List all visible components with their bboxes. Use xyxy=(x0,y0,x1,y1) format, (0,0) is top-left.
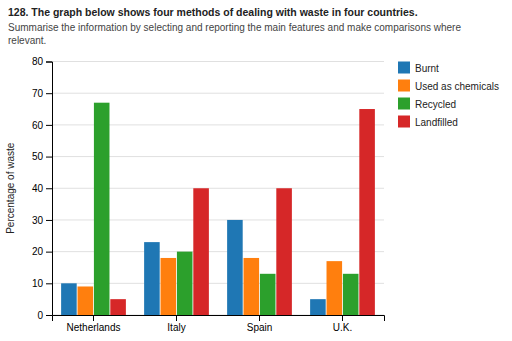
legend-swatch xyxy=(398,98,410,110)
grid-line xyxy=(52,93,384,94)
tick: 0 xyxy=(37,310,52,321)
tick: Netherlands xyxy=(67,315,121,333)
bar xyxy=(94,103,110,315)
tick-label: 40 xyxy=(32,183,44,194)
tick-label: Italy xyxy=(167,322,185,333)
tick: 70 xyxy=(32,88,52,99)
title: 128. The graph below shows four methods … xyxy=(8,6,418,18)
tick-label: 30 xyxy=(32,215,44,226)
axis-line xyxy=(53,316,385,322)
tick-label: 50 xyxy=(32,151,44,162)
tick-label: 70 xyxy=(32,88,44,99)
tick: Spain xyxy=(247,315,273,333)
bar xyxy=(177,252,193,315)
legend-item: Burnt xyxy=(398,62,439,74)
tick-mark xyxy=(46,93,52,94)
tick-mark xyxy=(93,315,94,321)
legend-swatch xyxy=(398,62,410,74)
tick-mark xyxy=(46,315,52,316)
bar-series xyxy=(110,109,375,315)
tick: 80 xyxy=(32,56,52,67)
tick-mark xyxy=(46,62,52,63)
y-axis: 0 10 20 30 40 50 60 70 80 xyxy=(32,56,53,321)
tick-mark xyxy=(46,157,52,158)
legend-label: Burnt xyxy=(415,63,439,74)
plot: 0 10 20 30 40 50 60 70 80 Netherlands Italy Spain U.… xyxy=(32,56,385,333)
tick-label: 0 xyxy=(37,310,43,321)
tick-label: U.K. xyxy=(333,322,352,333)
tick: Italy xyxy=(167,315,185,333)
chart-container: 128. The graph below shows four methods … xyxy=(0,0,512,341)
subtitle: Summarise the information by selecting a… xyxy=(8,22,461,46)
tick-label: Netherlands xyxy=(67,322,121,333)
bars xyxy=(61,103,375,315)
tick-mark xyxy=(46,220,52,221)
legend-label: Recycled xyxy=(415,99,456,110)
text-line: Summarise the information by selecting a… xyxy=(8,22,461,33)
legend-swatch xyxy=(398,80,410,92)
tick: 50 xyxy=(32,151,52,162)
tick-mark xyxy=(46,188,52,189)
bar xyxy=(244,258,260,315)
bar xyxy=(161,258,177,315)
tick: 10 xyxy=(32,278,52,289)
tick-mark xyxy=(176,315,177,321)
tick-label: 10 xyxy=(32,278,44,289)
tick-mark xyxy=(342,315,343,321)
tick-mark xyxy=(259,315,260,321)
bar xyxy=(227,220,243,315)
legend-item: Landfilled xyxy=(398,116,458,128)
axis-line xyxy=(46,62,53,316)
bar xyxy=(343,274,359,315)
tick-mark xyxy=(46,252,52,253)
text-line: 128. The graph below shows four methods … xyxy=(8,6,418,18)
tick-mark xyxy=(46,283,52,284)
bar-series xyxy=(78,258,343,315)
y-axis-title: Percentage of waste xyxy=(5,142,16,234)
x-axis: Netherlands Italy Spain U.K. xyxy=(53,315,385,333)
tick: 20 xyxy=(32,246,52,257)
legend-item: Used as chemicals xyxy=(398,80,499,92)
tick-label: 80 xyxy=(32,56,44,67)
bar xyxy=(276,188,292,315)
bar xyxy=(260,274,276,315)
tick-label: 20 xyxy=(32,246,44,257)
legend-swatch xyxy=(398,116,410,128)
legend-label: Used as chemicals xyxy=(415,81,499,92)
bar xyxy=(144,242,160,315)
tick-mark xyxy=(46,125,52,126)
bar xyxy=(359,109,375,315)
legend-item: Recycled xyxy=(398,98,456,110)
bar xyxy=(310,299,326,315)
tick-label: 60 xyxy=(32,120,44,131)
tick: 30 xyxy=(32,215,52,226)
bar xyxy=(78,286,94,315)
text-line: relevant. xyxy=(8,35,46,46)
bar xyxy=(110,299,126,315)
tick: 60 xyxy=(32,120,52,131)
legend: Burnt Used as chemicals Recycled Landfilled xyxy=(398,62,499,128)
legend-label: Landfilled xyxy=(415,117,458,128)
grid-line xyxy=(52,61,384,62)
tick: 40 xyxy=(32,183,52,194)
chart: 128. The graph below shows four methods … xyxy=(0,0,512,341)
bar-series xyxy=(94,103,359,315)
bar xyxy=(193,188,209,315)
bar xyxy=(61,283,77,315)
tick: U.K. xyxy=(333,315,352,333)
grid xyxy=(52,62,384,316)
tick-label: Spain xyxy=(247,322,273,333)
bar xyxy=(327,261,343,315)
